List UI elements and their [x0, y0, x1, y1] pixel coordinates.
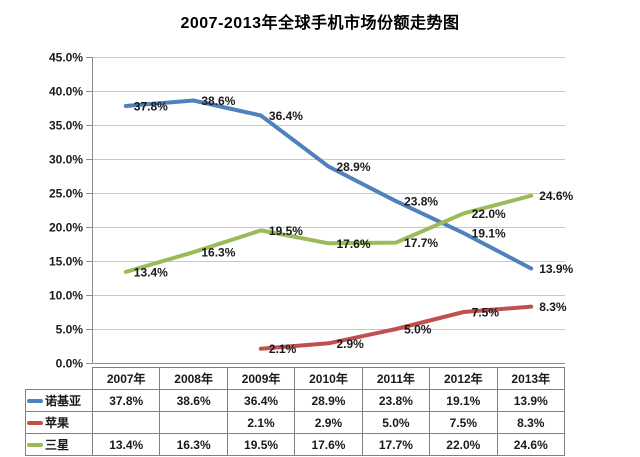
legend-key-cell: 三星 [25, 433, 93, 456]
year-header-cell: 2009年 [226, 367, 296, 390]
value-cell: 22.0% [429, 433, 498, 456]
series-line-三星 [123, 193, 534, 274]
legend-line-swatch [27, 442, 43, 447]
y-axis-tick-label: 20.0% [49, 221, 83, 235]
value-cell [159, 411, 228, 434]
value-cell: 19.5% [226, 433, 296, 456]
data-label: 2.9% [337, 337, 365, 351]
data-label: 16.3% [201, 246, 235, 260]
data-label: 2.1% [269, 342, 297, 356]
data-label: 19.1% [472, 227, 506, 241]
data-label: 28.9% [337, 160, 371, 174]
data-label: 37.8% [134, 99, 168, 113]
year-header-cell: 2010年 [294, 367, 363, 390]
legend-series-name: 诺基亚 [45, 394, 82, 408]
value-cell: 13.4% [91, 433, 161, 456]
data-label: 36.4% [269, 109, 303, 123]
value-cell: 8.3% [496, 411, 566, 434]
table-header-row: 2007年 2008年 2009年 2010年 2011年 2012年 2013年 [26, 367, 566, 390]
value-cell: 24.6% [496, 433, 566, 456]
y-axis-tick-label: 10.0% [49, 289, 83, 303]
year-header-cell: 2007年 [91, 367, 161, 390]
y-axis-tick-label: 40.0% [49, 85, 83, 99]
legend-key-cell: 苹果 [25, 411, 93, 434]
data-label: 8.3% [539, 300, 567, 314]
year-header-cell: 2011年 [361, 367, 431, 390]
value-cell: 5.0% [361, 411, 431, 434]
value-cell: 23.8% [361, 389, 431, 412]
value-cell: 28.9% [294, 389, 363, 412]
legend-series-name: 三星 [45, 438, 70, 452]
legend-line-swatch [27, 420, 43, 425]
value-cell: 17.6% [294, 433, 363, 456]
value-cell: 2.9% [294, 411, 363, 434]
value-cell: 7.5% [429, 411, 498, 434]
value-cell: 13.9% [496, 389, 566, 412]
year-header-cell: 2013年 [496, 367, 566, 390]
year-header-cell: 2012年 [429, 367, 498, 390]
data-label: 22.0% [472, 207, 506, 221]
y-axis-tick-label: 30.0% [49, 153, 83, 167]
y-axis-tick-label: 15.0% [49, 255, 83, 269]
value-cell: 17.7% [361, 433, 431, 456]
series-line-苹果 [258, 304, 534, 351]
value-cell: 2.1% [226, 411, 296, 434]
data-label: 5.0% [404, 323, 432, 337]
data-label: 23.8% [404, 195, 438, 209]
y-axis-tick-label: 45.0% [49, 51, 83, 65]
year-header-cell: 2008年 [159, 367, 228, 390]
y-axis-tick-label: 25.0% [49, 187, 83, 201]
chart-title: 2007-2013年全球手机市场份额走势图 [180, 15, 460, 32]
data-label: 19.5% [269, 224, 303, 238]
data-label: 38.6% [201, 94, 235, 108]
value-cell: 38.6% [159, 389, 228, 412]
chart-data-table: 2007年 2008年 2009年 2010年 2011年 2012年 2013年诺基亚 37… [25, 367, 566, 456]
table-row: 三星 13.4% 16.3% 19.5% 17.6% 17.7% 22.0% 24.6% [25, 433, 566, 456]
value-cell: 36.4% [226, 389, 296, 412]
table-row: 苹果 2.1% 2.9% 5.0% 7.5% 8.3% [25, 411, 566, 434]
value-cell: 16.3% [159, 433, 228, 456]
legend-line-swatch [27, 398, 43, 403]
y-axis-tick-label: 0.0% [56, 357, 84, 371]
table-row: 诺基亚 37.8% 38.6% 36.4% 28.9% 23.8% 19.1% 13.9% [25, 389, 566, 412]
value-cell: 37.8% [91, 389, 161, 412]
data-label: 17.7% [404, 236, 438, 250]
data-label: 24.6% [539, 189, 573, 203]
series-line-诺基亚 [123, 98, 534, 271]
y-axis-tick-label: 35.0% [49, 119, 83, 133]
value-cell [91, 411, 161, 434]
data-label: 13.4% [134, 265, 168, 279]
legend-series-name: 苹果 [45, 416, 70, 430]
legend-key-cell: 诺基亚 [25, 389, 93, 412]
y-axis-tick-label: 5.0% [56, 323, 84, 337]
data-label: 17.6% [337, 237, 371, 251]
value-cell: 19.1% [429, 389, 498, 412]
table-corner-cell [26, 368, 93, 390]
data-label: 13.9% [539, 262, 573, 276]
data-label: 7.5% [472, 306, 500, 320]
